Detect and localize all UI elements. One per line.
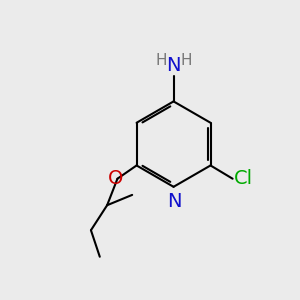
Text: N: N	[166, 56, 181, 75]
Text: H: H	[155, 52, 167, 68]
Text: H: H	[180, 52, 192, 68]
Text: Cl: Cl	[234, 169, 253, 188]
Text: O: O	[108, 169, 124, 188]
Text: N: N	[167, 192, 182, 211]
